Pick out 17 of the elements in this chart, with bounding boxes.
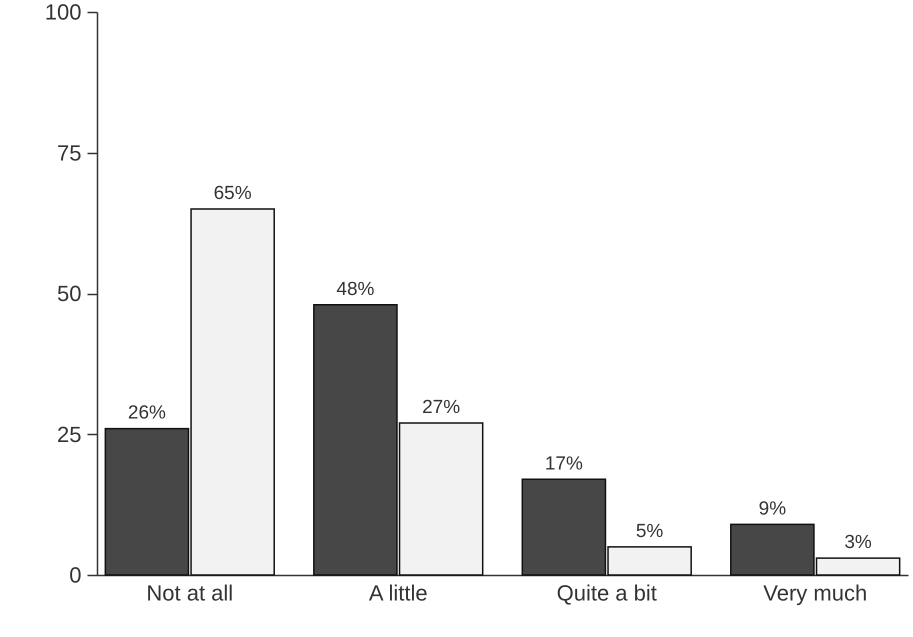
x-tick-label: A little [368,580,428,606]
data-label: 27% [422,396,460,418]
data-label: 3% [844,532,872,554]
x-tick-label: Quite a bit [556,580,657,606]
y-tick-label: 50 [57,281,82,306]
y-tick-label: 25 [57,422,82,447]
data-label: 65% [214,183,252,204]
data-label: 17% [544,453,583,474]
data-label: 9% [758,498,786,520]
x-tick-label: Very much [763,580,868,606]
y-tick-label: 0 [69,562,82,588]
data-label: 5% [636,520,664,542]
y-tick-label: 75 [57,140,82,166]
data-label: 26% [128,402,166,424]
y-tick-label: 100 [44,0,82,24]
data-label: 48% [336,278,375,300]
x-tick-label: Not at all [146,580,234,606]
